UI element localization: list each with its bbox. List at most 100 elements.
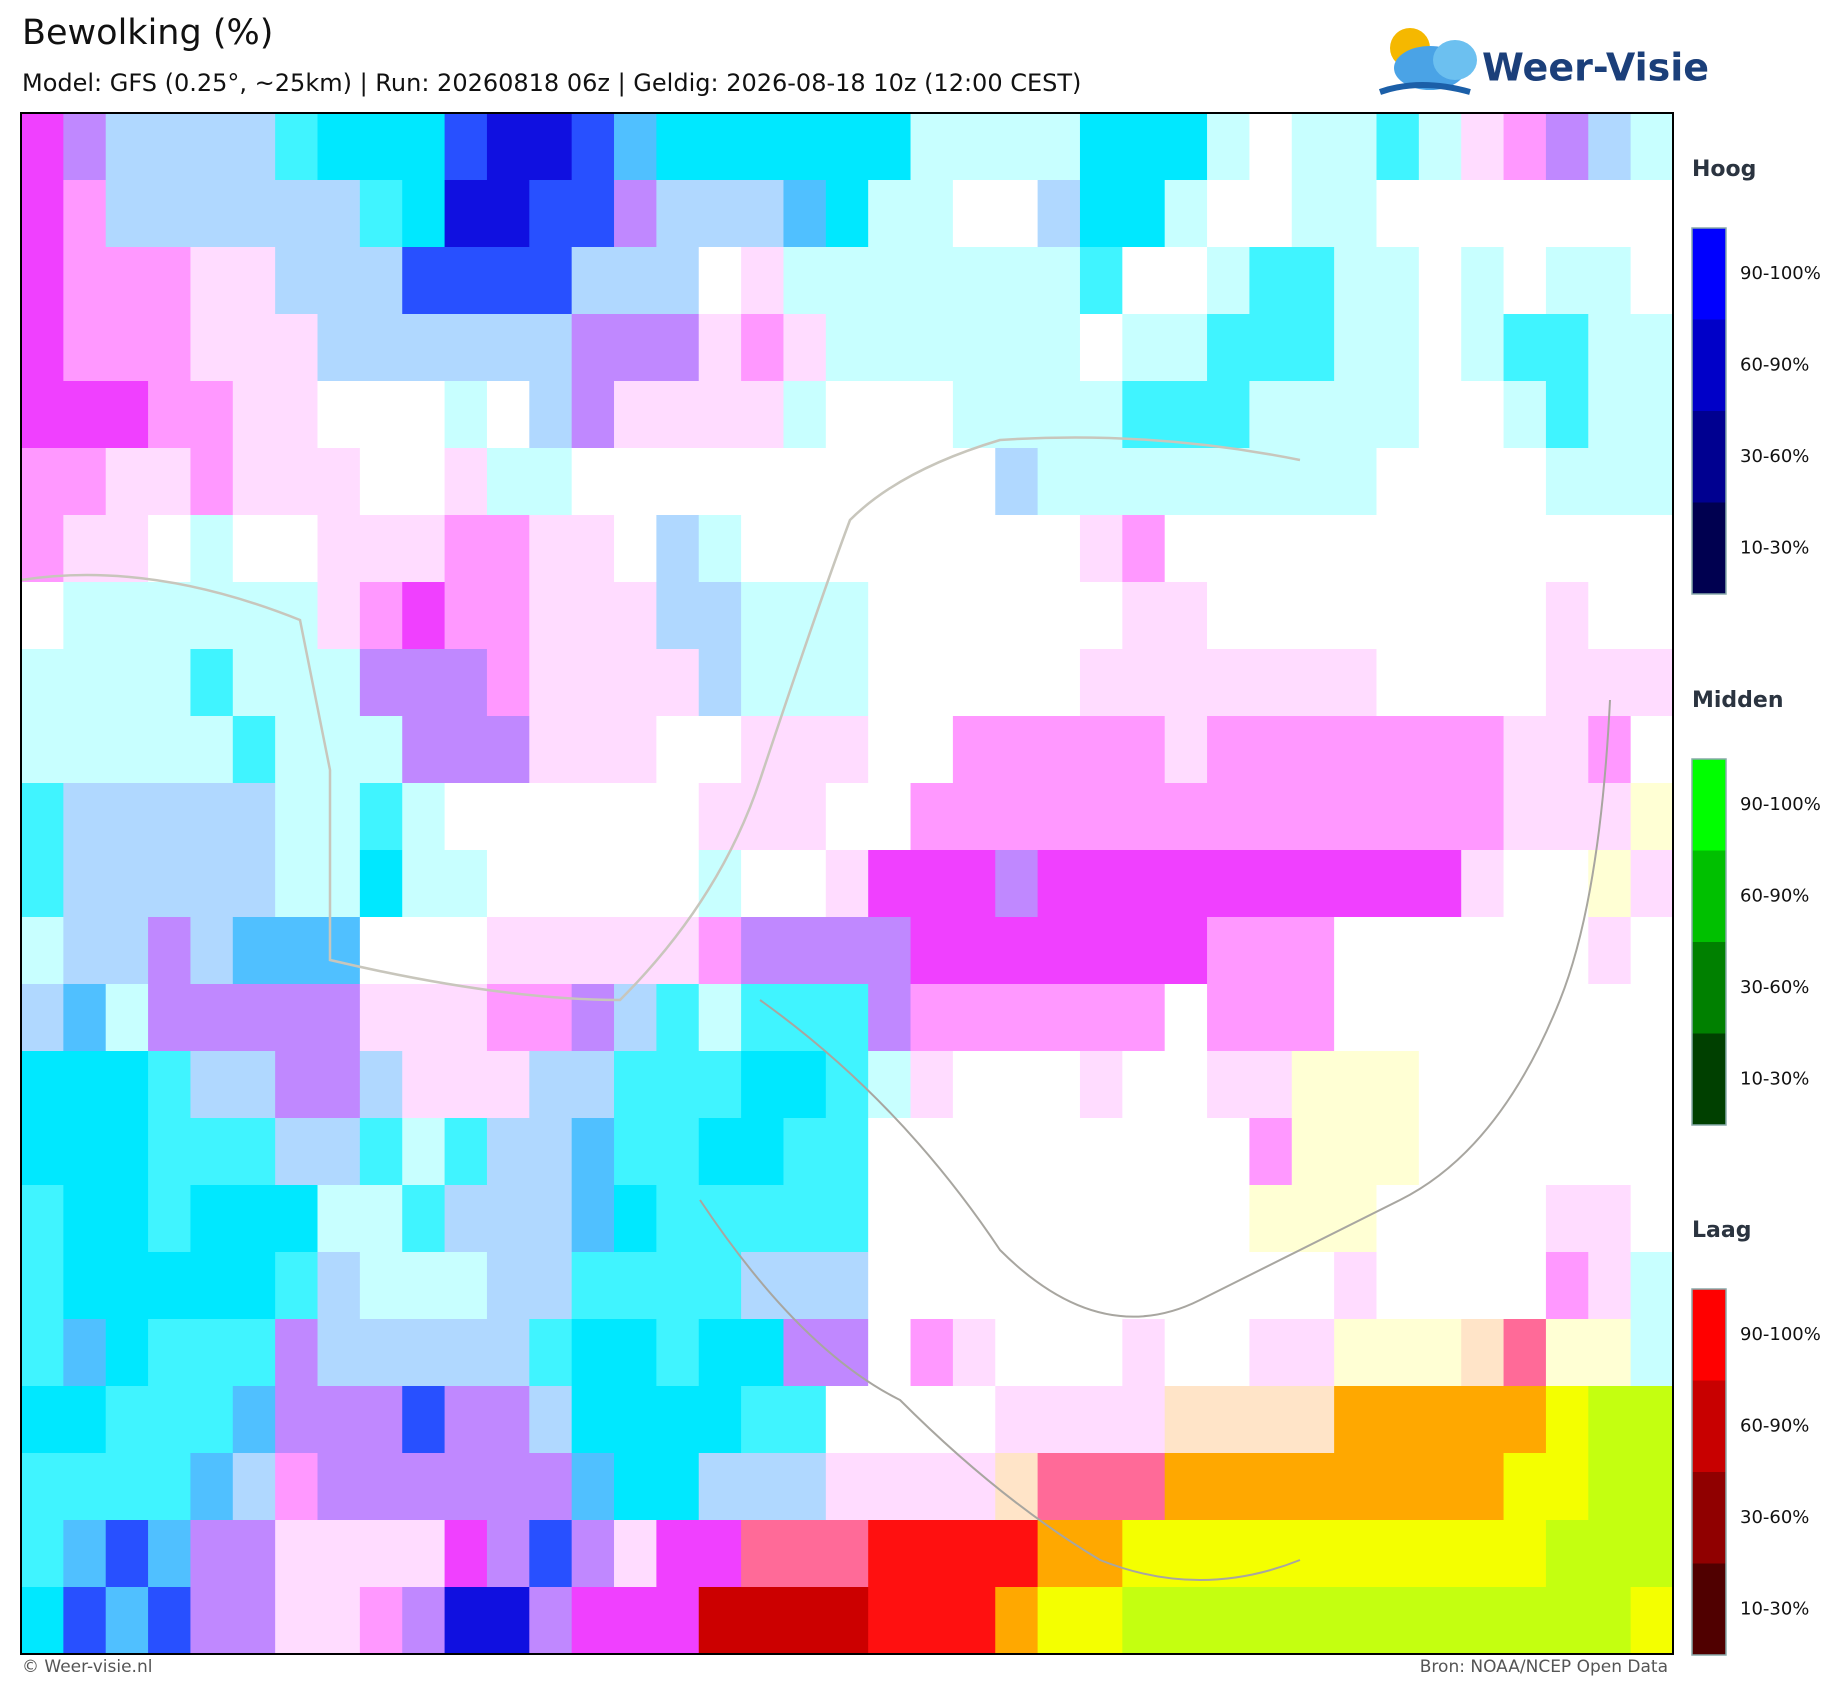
cloud-cell xyxy=(1122,649,1166,717)
cloud-cell xyxy=(741,515,784,583)
cloud-cell xyxy=(1079,582,1123,650)
cloud-cell xyxy=(444,783,488,851)
cloud-cell xyxy=(614,381,657,449)
cloud-cell xyxy=(825,984,869,1052)
cloud-cell xyxy=(952,1587,996,1655)
cloud-cell xyxy=(1249,1252,1293,1320)
cloud-cell xyxy=(232,1252,276,1320)
cloud-cell xyxy=(656,1587,700,1655)
cloud-cell xyxy=(359,783,403,851)
cloud-cell xyxy=(910,582,954,650)
cloud-cell xyxy=(825,180,869,248)
cloud-cell xyxy=(571,1185,615,1253)
cloud-cell xyxy=(529,1118,573,1186)
cloud-cell xyxy=(783,1386,827,1454)
cloud-cell xyxy=(1545,1453,1589,1521)
cloud-cell xyxy=(1461,1051,1505,1119)
cloud-cell xyxy=(275,850,319,918)
cloud-cell xyxy=(1588,1587,1632,1655)
legend-label: 60-90% xyxy=(1740,354,1809,375)
cloud-cell xyxy=(783,850,827,918)
cloud-cell xyxy=(910,649,954,717)
cloud-cell xyxy=(275,314,319,382)
cloud-cell xyxy=(1291,180,1335,248)
cloud-cell xyxy=(1164,649,1208,717)
cloud-cell xyxy=(486,1453,530,1521)
cloud-cell xyxy=(486,582,530,650)
cloud-cell xyxy=(741,180,784,248)
cloud-cell xyxy=(529,984,573,1052)
cloud-cell xyxy=(190,381,234,449)
cloud-cell xyxy=(402,314,446,382)
cloud-cell xyxy=(952,314,996,382)
cloud-cell xyxy=(1249,649,1293,717)
cloud-cell xyxy=(232,649,276,717)
cloud-cell xyxy=(444,1185,488,1253)
cloud-cell xyxy=(952,649,996,717)
cloud-cell xyxy=(275,649,319,717)
cloud-cell xyxy=(1164,314,1208,382)
cloud-cell xyxy=(317,381,361,449)
cloud-cell xyxy=(1291,850,1335,918)
cloud-cell xyxy=(190,515,234,583)
cloud-cell xyxy=(1291,1386,1335,1454)
cloud-cell xyxy=(317,314,361,382)
cloud-cell xyxy=(741,1252,784,1320)
cloud-cell xyxy=(21,448,64,516)
cloud-cell xyxy=(1037,1252,1081,1320)
cloud-cell xyxy=(995,515,1039,583)
cloud-cell xyxy=(868,649,912,717)
cloud-cell xyxy=(1037,180,1081,248)
cloud-cell xyxy=(741,783,784,851)
cloud-cell xyxy=(1079,247,1123,315)
cloud-cell xyxy=(1207,649,1250,717)
cloud-cell xyxy=(148,1185,191,1253)
cloud-cell xyxy=(105,515,149,583)
cloud-cell xyxy=(1164,850,1208,918)
cloud-cell xyxy=(656,314,700,382)
cloud-cell xyxy=(1588,515,1632,583)
cloud-cell xyxy=(1503,381,1547,449)
cloud-cell xyxy=(317,716,361,784)
cloud-cell xyxy=(486,247,530,315)
cloud-cell xyxy=(1249,1386,1293,1454)
cloud-cell xyxy=(63,314,107,382)
cloud-cell xyxy=(21,850,64,918)
cloud-cell xyxy=(868,984,912,1052)
cloud-cell xyxy=(486,314,530,382)
cloud-cell xyxy=(995,1386,1039,1454)
cloud-cell xyxy=(571,984,615,1052)
cloud-cell xyxy=(21,783,64,851)
cloud-cell xyxy=(1630,448,1674,516)
cloud-cell xyxy=(1334,113,1377,181)
map-frame xyxy=(20,112,1674,1655)
cloud-cell xyxy=(698,716,742,784)
cloud-cell xyxy=(529,314,573,382)
cloud-cell xyxy=(1249,783,1293,851)
cloud-cell xyxy=(656,716,700,784)
cloud-cell xyxy=(1122,381,1166,449)
cloud-cell xyxy=(1545,716,1589,784)
cloud-cell xyxy=(402,448,446,516)
cloud-cell xyxy=(1503,1185,1547,1253)
cloud-cell xyxy=(614,1118,657,1186)
cloud-cell xyxy=(1630,716,1674,784)
cloud-cell xyxy=(148,1386,191,1454)
cloud-cell xyxy=(1588,1319,1632,1387)
cloud-cell xyxy=(486,1118,530,1186)
cloud-cell xyxy=(910,1252,954,1320)
cloud-cell xyxy=(952,1319,996,1387)
cloud-cell xyxy=(105,783,149,851)
cloud-cell xyxy=(614,716,657,784)
legend-swatch xyxy=(1692,942,1726,1034)
cloud-cell xyxy=(1630,582,1674,650)
legend-title: Laag xyxy=(1692,1218,1751,1243)
cloud-cell xyxy=(1334,1520,1377,1588)
cloud-cell xyxy=(1079,1118,1123,1186)
cloud-cell xyxy=(910,113,954,181)
cloud-cell xyxy=(910,716,954,784)
cloud-cell xyxy=(529,1587,573,1655)
cloud-cell xyxy=(1503,1319,1547,1387)
cloud-cell xyxy=(1207,783,1250,851)
cloud-cell xyxy=(1207,1386,1250,1454)
